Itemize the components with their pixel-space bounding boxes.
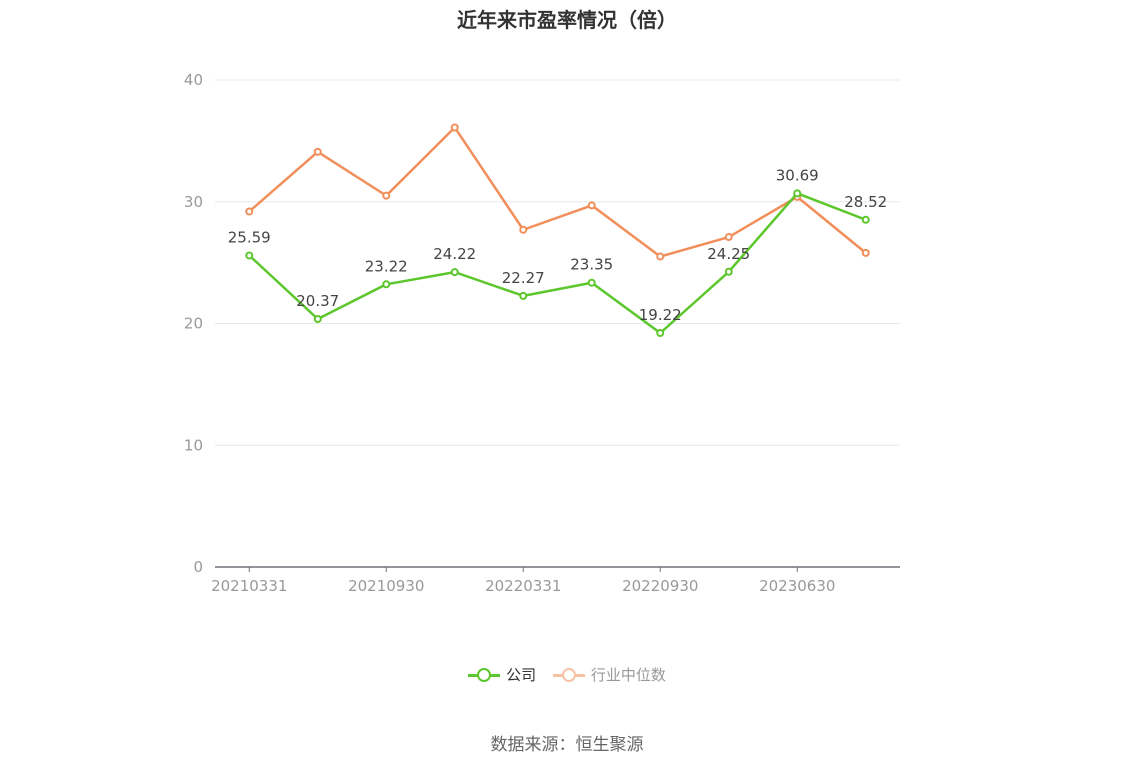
series-line-company [248,192,867,335]
data-label: 24.22 [433,245,476,263]
data-point-company [450,268,459,277]
data-label: 25.59 [228,228,271,246]
data-point-industry-median [313,147,322,156]
data-point-industry-median [519,225,528,234]
data-point-company [245,251,254,260]
data-point-company [587,278,596,287]
legend-item-company[interactable]: 公司 [468,664,536,685]
data-point-company [656,328,665,337]
data-point-company [793,189,802,198]
legend-marker-industry-median [552,667,585,682]
data-label: 30.69 [776,166,819,184]
data-label: 23.35 [570,256,613,274]
y-tick-label: 20 [184,315,203,333]
data-point-industry-median [587,201,596,210]
legend-item-industry-median[interactable]: 行业中位数 [552,664,666,685]
data-point-company [861,215,870,224]
data-point-company [519,291,528,300]
data-label: 19.22 [639,306,682,324]
x-tick-label: 20210930 [348,577,424,595]
data-point-industry-median [724,233,733,242]
chart-legend: 公司 行业中位数 [0,664,1134,686]
data-point-industry-median [861,248,870,257]
y-tick-label: 40 [184,71,203,89]
data-label: 28.52 [844,193,887,211]
data-label: 20.37 [296,292,339,310]
data-label: 24.25 [707,245,750,263]
data-point-industry-median [382,191,391,200]
data-point-company [382,280,391,289]
y-tick-label: 0 [193,558,203,576]
legend-label-industry-median: 行业中位数 [590,666,666,684]
data-point-company [313,314,322,323]
x-tick-label: 20230630 [759,577,835,595]
data-point-industry-median [450,123,459,132]
x-tick-label: 20210331 [211,577,287,595]
data-label: 23.22 [365,257,408,275]
x-tick-label: 20220331 [485,577,561,595]
x-tick-label: 20220930 [622,577,698,595]
data-point-company [724,267,733,276]
legend-marker-company [468,667,501,682]
data-point-industry-median [245,207,254,216]
series-line-industry-median [248,126,867,258]
y-tick-label: 30 [184,193,203,211]
data-label: 22.27 [502,269,545,287]
chart-title: 近年来市盈率情况（倍） [457,8,677,32]
y-tick-label: 10 [184,436,203,454]
legend-label-company: 公司 [506,666,537,684]
data-source-note: 数据来源：恒生聚源 [490,735,644,755]
data-point-industry-median [656,252,665,261]
